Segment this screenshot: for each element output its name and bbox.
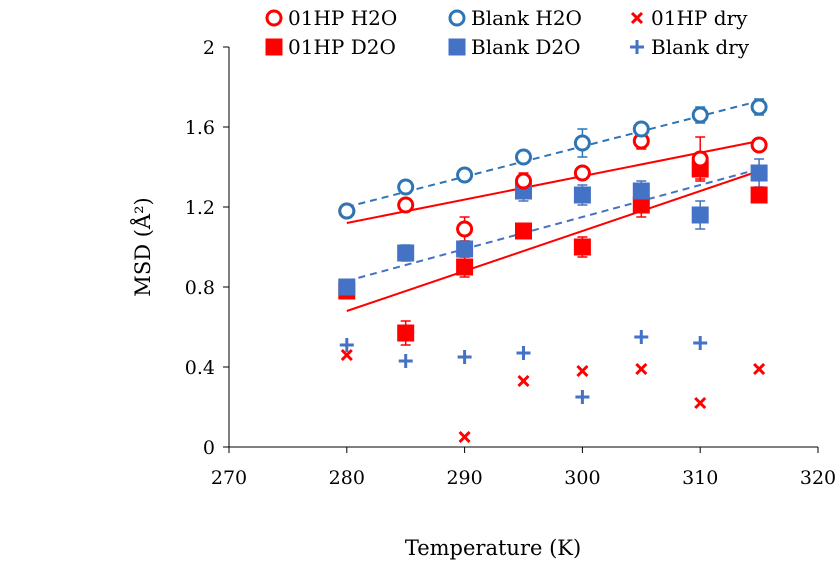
blank-dry-point <box>693 336 708 350</box>
legend-label-01hp-dry: 01HP dry <box>651 6 748 30</box>
legend-marker-blank-h2o <box>448 9 466 27</box>
legend-marker-01hp-dry <box>630 11 644 25</box>
blank-dry-point <box>398 354 413 368</box>
trendlines <box>346 100 760 312</box>
legend-label-01hp-d2o: 01HP D2O <box>288 35 396 59</box>
blank-h2o-point <box>338 202 356 220</box>
blank-h2o-point <box>691 106 709 124</box>
blank-d2o-point <box>632 182 650 200</box>
01hp-dry-point <box>458 430 471 444</box>
legend-label-01hp-h2o: 01HP H2O <box>288 6 397 30</box>
blank-dry-point <box>634 330 649 344</box>
legend-item-01hp-dry: 01HP dry <box>630 6 748 30</box>
blank-d2o-point <box>573 186 591 204</box>
y-tick-label: 1.2 <box>185 197 215 219</box>
blank-dry-point <box>457 350 472 364</box>
blank-dry-point <box>516 346 531 360</box>
legend-item-blank-d2o: Blank D2O <box>448 35 581 59</box>
01hp-dry-point <box>753 362 766 376</box>
01hp-h2o-point <box>691 150 709 168</box>
y-axis-ticks: 0 0.4 0.8 1.2 1.6 2 <box>185 37 229 459</box>
x-tick-label: 300 <box>564 467 600 489</box>
01hp-dry-point <box>635 362 648 376</box>
01hp-dry-point <box>517 374 530 388</box>
01hp-h2o-point <box>515 172 532 190</box>
01hp-d2o-point <box>515 222 532 240</box>
blank-h2o-trendline <box>346 100 760 208</box>
blank-h2o-point <box>632 120 650 138</box>
x-axis-title: Temperature (K) <box>405 536 581 560</box>
y-tick-label: 0.4 <box>185 357 215 379</box>
legend-label-blank-h2o: Blank H2O <box>471 6 582 30</box>
legend-item-blank-dry: Blank dry <box>630 35 750 59</box>
01hp-d2o-point <box>456 258 474 276</box>
blank-d2o-point <box>397 244 415 262</box>
blank-h2o-point <box>573 134 591 152</box>
legend-item-01hp-h2o: 01HP H2O <box>265 6 397 30</box>
x-axis-ticks: 270 280 290 300 310 320 <box>211 447 836 489</box>
y-tick-label: 2 <box>203 37 215 59</box>
legend-item-01hp-d2o: 01HP D2O <box>265 35 396 59</box>
legend-label-blank-dry: Blank dry <box>651 35 750 59</box>
legend-marker-01hp-d2o <box>265 38 283 56</box>
01hp-dry-point <box>694 396 707 410</box>
01hp-dry-point <box>340 348 353 362</box>
blank-h2o-point <box>456 166 474 184</box>
blank-dry-point <box>339 338 354 352</box>
01hp-h2o-point <box>456 220 474 238</box>
legend-marker-blank-d2o <box>448 38 466 56</box>
y-tick-label: 0.8 <box>185 277 215 299</box>
blank-h2o-point <box>515 148 532 166</box>
x-tick-label: 270 <box>211 467 247 489</box>
x-tick-label: 290 <box>446 467 482 489</box>
legend-marker-blank-dry <box>630 40 644 54</box>
01hp-d2o-point <box>750 186 768 204</box>
blank-d2o-point <box>338 278 356 296</box>
y-axis-title: MSD (Å²) <box>130 197 155 296</box>
01hp-h2o-point <box>750 136 768 154</box>
01hp-d2o-point <box>397 324 415 342</box>
y-tick-label: 1.6 <box>185 117 215 139</box>
x-tick-label: 320 <box>800 467 836 489</box>
legend: 01HP H2O Blank H2O 01HP dry 01HP D2O Blank D… <box>265 6 750 59</box>
axes <box>228 47 818 448</box>
x-tick-label: 280 <box>329 467 365 489</box>
01hp-d2o-trendline <box>346 170 760 312</box>
blank-h2o-point <box>397 178 415 196</box>
blank-dry-point <box>575 390 590 404</box>
legend-item-blank-h2o: Blank H2O <box>448 6 582 30</box>
blank-d2o-point <box>456 240 474 258</box>
blank-d2o-point <box>750 164 768 182</box>
01hp-h2o-point <box>573 164 591 182</box>
01hp-d2o-point <box>573 238 591 256</box>
01hp-h2o-trendline <box>346 140 760 224</box>
y-tick-label: 0 <box>203 437 215 459</box>
01hp-d2o-point <box>632 196 650 214</box>
x-tick-label: 310 <box>682 467 718 489</box>
blank-h2o-point <box>750 98 768 116</box>
legend-label-blank-d2o: Blank D2O <box>471 35 581 59</box>
data-markers <box>338 98 768 444</box>
legend-marker-01hp-h2o <box>265 9 283 27</box>
01hp-dry-point <box>576 364 589 378</box>
01hp-h2o-point <box>397 196 415 214</box>
blank-d2o-point <box>691 206 709 224</box>
